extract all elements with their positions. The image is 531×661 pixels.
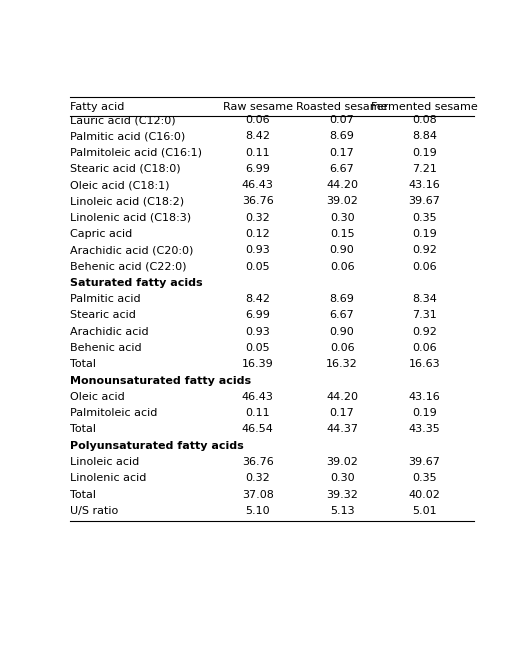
Text: Linolenic acid: Linolenic acid [71, 473, 147, 483]
Text: 44.20: 44.20 [326, 392, 358, 402]
Text: 46.43: 46.43 [242, 180, 273, 190]
Text: Palmitoleic acid (C16:1): Palmitoleic acid (C16:1) [71, 147, 202, 157]
Text: 0.06: 0.06 [330, 343, 354, 353]
Text: Behenic acid: Behenic acid [71, 343, 142, 353]
Text: Lauric acid (C12:0): Lauric acid (C12:0) [71, 115, 176, 125]
Text: Monounsaturated fatty acids: Monounsaturated fatty acids [71, 375, 252, 385]
Text: Linoleic acid: Linoleic acid [71, 457, 140, 467]
Text: Oleic acid (C18:1): Oleic acid (C18:1) [71, 180, 170, 190]
Text: Arachidic acid (C20:0): Arachidic acid (C20:0) [71, 245, 194, 255]
Text: 39.67: 39.67 [408, 457, 440, 467]
Text: Total: Total [71, 490, 97, 500]
Text: 0.06: 0.06 [245, 115, 270, 125]
Text: Polyunsaturated fatty acids: Polyunsaturated fatty acids [71, 441, 244, 451]
Text: 0.30: 0.30 [330, 473, 354, 483]
Text: Palmitic acid: Palmitic acid [71, 294, 141, 304]
Text: 8.42: 8.42 [245, 132, 270, 141]
Text: 0.12: 0.12 [245, 229, 270, 239]
Text: 0.19: 0.19 [412, 147, 437, 157]
Text: 0.06: 0.06 [412, 343, 436, 353]
Text: 46.54: 46.54 [242, 424, 273, 434]
Text: 5.10: 5.10 [245, 506, 270, 516]
Text: 44.37: 44.37 [326, 424, 358, 434]
Text: 6.67: 6.67 [330, 311, 355, 321]
Text: 6.99: 6.99 [245, 311, 270, 321]
Text: 16.39: 16.39 [242, 360, 273, 369]
Text: 39.67: 39.67 [408, 196, 440, 206]
Text: 0.11: 0.11 [245, 147, 270, 157]
Text: 5.13: 5.13 [330, 506, 354, 516]
Text: Total: Total [71, 360, 97, 369]
Text: Saturated fatty acids: Saturated fatty acids [71, 278, 203, 288]
Text: 8.42: 8.42 [245, 294, 270, 304]
Text: 0.17: 0.17 [330, 147, 355, 157]
Text: 0.90: 0.90 [330, 327, 355, 336]
Text: Capric acid: Capric acid [71, 229, 133, 239]
Text: Arachidic acid: Arachidic acid [71, 327, 149, 336]
Text: 36.76: 36.76 [242, 457, 273, 467]
Text: U/S ratio: U/S ratio [71, 506, 119, 516]
Text: 8.69: 8.69 [330, 294, 355, 304]
Text: 0.11: 0.11 [245, 408, 270, 418]
Text: 43.35: 43.35 [408, 424, 440, 434]
Text: 8.34: 8.34 [412, 294, 437, 304]
Text: 43.16: 43.16 [408, 180, 440, 190]
Text: 0.19: 0.19 [412, 229, 437, 239]
Text: 16.63: 16.63 [408, 360, 440, 369]
Text: 0.07: 0.07 [330, 115, 355, 125]
Text: 0.05: 0.05 [245, 262, 270, 272]
Text: 39.02: 39.02 [326, 196, 358, 206]
Text: 0.30: 0.30 [330, 213, 354, 223]
Text: Stearic acid (C18:0): Stearic acid (C18:0) [71, 164, 181, 174]
Text: 43.16: 43.16 [408, 392, 440, 402]
Text: 16.32: 16.32 [326, 360, 358, 369]
Text: 36.76: 36.76 [242, 196, 273, 206]
Text: 46.43: 46.43 [242, 392, 273, 402]
Text: 0.19: 0.19 [412, 408, 437, 418]
Text: Total: Total [71, 424, 97, 434]
Text: 6.99: 6.99 [245, 164, 270, 174]
Text: Fatty acid: Fatty acid [71, 102, 125, 112]
Text: Behenic acid (C22:0): Behenic acid (C22:0) [71, 262, 187, 272]
Text: Linolenic acid (C18:3): Linolenic acid (C18:3) [71, 213, 192, 223]
Text: 5.01: 5.01 [412, 506, 436, 516]
Text: 6.67: 6.67 [330, 164, 355, 174]
Text: Stearic acid: Stearic acid [71, 311, 136, 321]
Text: Roasted sesame: Roasted sesame [296, 102, 388, 112]
Text: 0.35: 0.35 [412, 473, 436, 483]
Text: 0.32: 0.32 [245, 473, 270, 483]
Text: Palmitoleic acid: Palmitoleic acid [71, 408, 158, 418]
Text: Raw sesame: Raw sesame [222, 102, 293, 112]
Text: Fermented sesame: Fermented sesame [371, 102, 478, 112]
Text: 0.90: 0.90 [330, 245, 355, 255]
Text: 8.84: 8.84 [412, 132, 437, 141]
Text: Palmitic acid (C16:0): Palmitic acid (C16:0) [71, 132, 186, 141]
Text: 7.21: 7.21 [412, 164, 437, 174]
Text: 0.93: 0.93 [245, 245, 270, 255]
Text: 0.06: 0.06 [412, 262, 436, 272]
Text: Linoleic acid (C18:2): Linoleic acid (C18:2) [71, 196, 185, 206]
Text: 0.08: 0.08 [412, 115, 437, 125]
Text: 0.06: 0.06 [330, 262, 354, 272]
Text: 0.05: 0.05 [245, 343, 270, 353]
Text: 0.32: 0.32 [245, 213, 270, 223]
Text: 0.15: 0.15 [330, 229, 354, 239]
Text: 37.08: 37.08 [242, 490, 273, 500]
Text: 0.92: 0.92 [412, 327, 437, 336]
Text: 44.20: 44.20 [326, 180, 358, 190]
Text: 0.17: 0.17 [330, 408, 355, 418]
Text: 7.31: 7.31 [412, 311, 437, 321]
Text: Oleic acid: Oleic acid [71, 392, 125, 402]
Text: 39.32: 39.32 [326, 490, 358, 500]
Text: 40.02: 40.02 [408, 490, 440, 500]
Text: 0.93: 0.93 [245, 327, 270, 336]
Text: 8.69: 8.69 [330, 132, 355, 141]
Text: 39.02: 39.02 [326, 457, 358, 467]
Text: 0.35: 0.35 [412, 213, 436, 223]
Text: 0.92: 0.92 [412, 245, 437, 255]
